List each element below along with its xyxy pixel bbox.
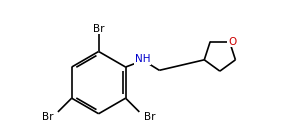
Text: O: O [228, 37, 236, 47]
Text: Br: Br [93, 24, 104, 34]
Text: Br: Br [42, 112, 53, 122]
Text: NH: NH [135, 54, 150, 64]
Text: Br: Br [144, 112, 155, 122]
